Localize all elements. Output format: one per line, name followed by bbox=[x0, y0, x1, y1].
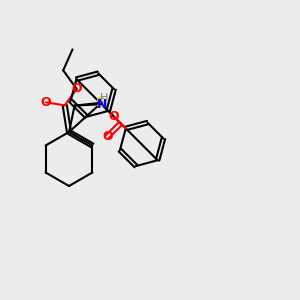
Text: O: O bbox=[71, 82, 82, 95]
Text: S: S bbox=[97, 96, 106, 110]
Text: H: H bbox=[100, 93, 108, 103]
Text: O: O bbox=[102, 130, 112, 143]
Text: O: O bbox=[41, 96, 51, 109]
Text: O: O bbox=[108, 110, 119, 122]
Text: N: N bbox=[96, 98, 107, 111]
